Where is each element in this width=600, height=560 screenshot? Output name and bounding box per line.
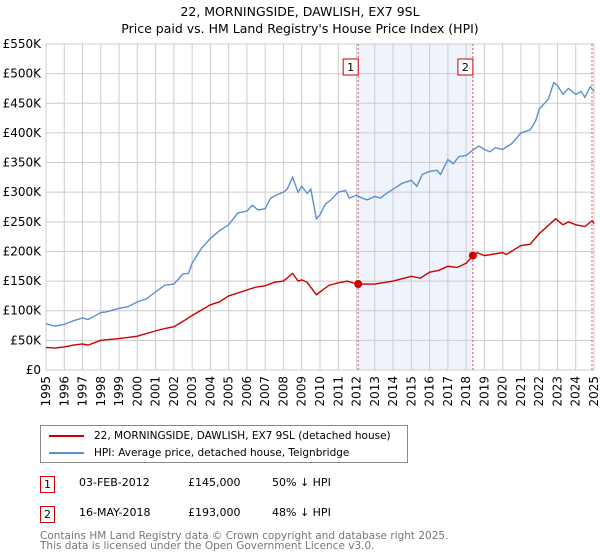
x-tick-label: 2024 [569,376,583,407]
chart-subtitle: Price paid vs. HM Land Registry's House … [121,21,479,36]
footer-licence: This data is licensed under the Open Gov… [40,540,375,552]
y-tick-label: £350K [3,156,43,170]
series-line [45,217,595,349]
transaction-hpi: 48% ↓ HPI [272,506,331,519]
x-tick-label: 2011 [331,376,345,407]
legend-item-property: 22, MORNINGSIDE, DAWLISH, EX7 9SL (detac… [49,430,391,442]
y-tick-label: £300K [3,185,43,199]
transaction-hpi: 50% ↓ HPI [272,476,331,489]
legend: 22, MORNINGSIDE, DAWLISH, EX7 9SL (detac… [40,425,408,463]
x-tick-label: 1998 [94,376,108,407]
sale-label-box [457,58,474,76]
x-tick-label: 2020 [496,376,510,407]
x-tick-label: 2004 [203,376,217,407]
y-tick-label: £0 [26,363,41,377]
x-tick-label: 2009 [295,376,309,407]
transaction-price: £145,000 [188,476,241,489]
x-tick-label: 1995 [39,376,53,407]
x-tick-label: 2017 [441,376,455,407]
transaction-date: 03-FEB-2012 [79,476,150,489]
x-tick-label: 2014 [386,376,400,407]
x-tick-label: 1996 [57,376,71,407]
chart-title: 22, MORNINGSIDE, DAWLISH, EX7 9SL [180,4,420,19]
x-tick-label: 2007 [258,376,272,407]
x-tick-label: 2018 [459,376,473,407]
x-tick-label: 2006 [240,376,254,407]
price-chart: £0 £50K £100K £150K £200K £250K £300K £350K £400… [3,37,600,407]
footer-copyright: Contains HM Land Registry data © Crown c… [40,530,449,542]
shaded-period [358,44,473,370]
sale-label: 1 [347,61,354,74]
red-line-swatch [49,435,84,437]
y-tick-label: £50K [10,333,42,347]
x-tick-label: 2003 [185,376,199,407]
y-tick-label: £200K [3,244,43,258]
x-tick-label: 1997 [76,376,90,407]
sale-point [468,251,477,260]
x-tick-label: 2005 [222,376,236,407]
x-tick-label: 1999 [112,376,126,407]
x-tick-label: 2019 [477,376,491,407]
x-tick-label: 2013 [368,376,382,407]
x-tick-label: 2000 [130,376,144,407]
sale-label-box [342,58,359,76]
sale-point [354,280,363,289]
footer: Contains HM Land Registry data © Crown c… [40,530,449,552]
x-tick-label: 2025 [587,376,600,407]
x-tick-label: 2010 [313,376,327,407]
legend-label: 22, MORNINGSIDE, DAWLISH, EX7 9SL (detac… [94,430,391,442]
x-tick-label: 2022 [532,376,546,407]
y-tick-label: £500K [3,67,43,81]
x-tick-label: 2023 [550,376,564,407]
legend-label: HPI: Average price, detached house, Teig… [94,447,350,459]
x-tick-label: 2016 [423,376,437,407]
x-tick-label: 2002 [167,376,181,407]
y-tick-label: £150K [3,274,43,288]
sale-label: 2 [462,61,469,74]
x-tick-label: 2021 [514,376,528,407]
y-tick-label: £100K [3,304,43,318]
y-tick-label: £250K [3,215,43,229]
series-line [45,81,595,327]
transaction-date: 16-MAY-2018 [79,506,151,519]
plot-frame [45,43,595,371]
y-tick-label: £450K [3,96,43,110]
x-tick-label: 2001 [149,376,163,407]
x-tick-label: 2012 [350,376,364,407]
blue-line-swatch [49,452,84,454]
legend-item-hpi: HPI: Average price, detached house, Teig… [49,447,349,459]
y-tick-label: £550K [3,37,43,51]
x-tick-label: 2015 [404,376,418,407]
transaction-price: £193,000 [188,506,241,519]
y-tick-label: £400K [3,126,43,140]
transaction-badge: 2 [40,506,55,523]
transaction-badge: 1 [40,476,55,493]
x-tick-label: 2008 [276,376,290,407]
